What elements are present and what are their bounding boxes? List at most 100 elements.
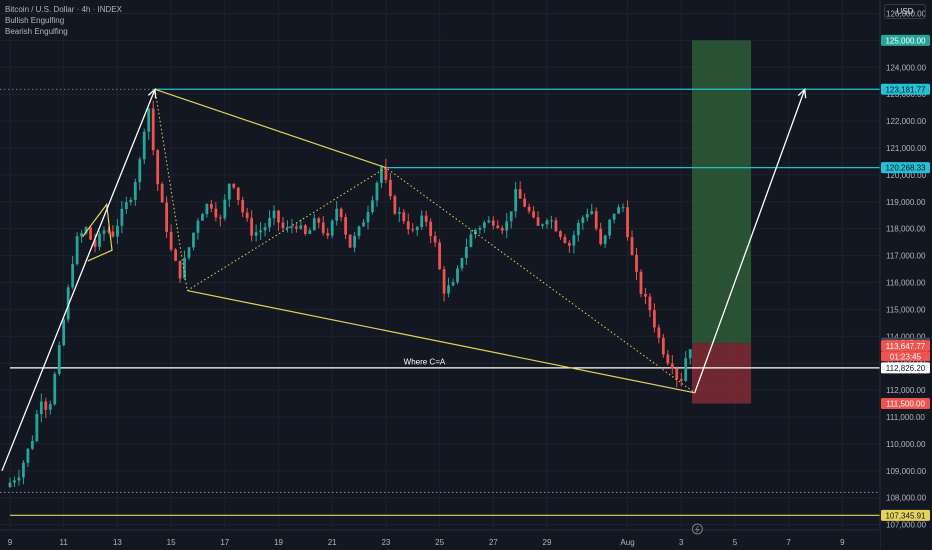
candle-body bbox=[165, 202, 169, 232]
time-axis[interactable] bbox=[0, 530, 880, 550]
x-tick-label: 5 bbox=[733, 538, 738, 547]
projection-arrow[interactable] bbox=[1, 89, 156, 472]
candle-body bbox=[442, 269, 446, 294]
candle-body bbox=[550, 220, 553, 222]
price-tag-last[interactable] bbox=[881, 340, 930, 352]
candle-body bbox=[89, 227, 92, 240]
y-tick-label: 107,000.00 bbox=[886, 521, 927, 530]
y-tick-label: 118,000.00 bbox=[886, 225, 926, 234]
indicator-bullish-engulfing[interactable]: Bullish Engulfing bbox=[5, 16, 65, 25]
candle-body bbox=[303, 225, 307, 234]
price-tag-text: 107,345.91 bbox=[885, 511, 926, 520]
candle-body bbox=[415, 226, 419, 230]
price-tag-text: 125,000.00 bbox=[885, 36, 926, 45]
loss-zone[interactable] bbox=[691, 343, 752, 404]
lightning-icon[interactable] bbox=[691, 523, 703, 535]
candle-body bbox=[209, 203, 213, 209]
candle-body bbox=[241, 200, 245, 213]
candle-body bbox=[380, 166, 383, 183]
symbol-title[interactable]: Bitcoin / U.S. Dollar · 4h · INDEX bbox=[5, 5, 122, 14]
pattern-line[interactable] bbox=[154, 88, 387, 169]
price-tag-text: 113,647.77 bbox=[886, 342, 926, 351]
y-tick-label: 112,000.00 bbox=[886, 386, 926, 395]
price-tag-stop[interactable] bbox=[881, 398, 930, 410]
candle-body bbox=[666, 354, 670, 364]
indicator-bearish-engulfing[interactable]: Bearish Engulfing bbox=[5, 27, 68, 36]
candle-body bbox=[138, 159, 142, 183]
candle-body bbox=[133, 182, 137, 200]
candle-body bbox=[644, 294, 647, 297]
candle-body bbox=[286, 226, 289, 229]
arrow-head bbox=[797, 87, 807, 99]
x-tick-label: 9 bbox=[840, 538, 845, 547]
y-tick-label: 108,000.00 bbox=[886, 494, 927, 503]
candle-body bbox=[675, 368, 679, 380]
candle-body bbox=[670, 363, 674, 369]
price-tag-c_level[interactable] bbox=[881, 362, 930, 374]
profit-zone[interactable] bbox=[691, 40, 752, 344]
candle-body bbox=[330, 220, 334, 236]
candle-body bbox=[482, 222, 486, 228]
price-tag-text: 120,268.33 bbox=[885, 164, 926, 173]
candle-body bbox=[223, 199, 227, 219]
pattern-line[interactable] bbox=[82, 202, 113, 262]
candle-body bbox=[348, 234, 352, 248]
candle-body bbox=[496, 225, 500, 228]
candle-body bbox=[236, 187, 240, 201]
price-tag-target[interactable] bbox=[881, 34, 930, 46]
price-tag-support[interactable] bbox=[881, 509, 930, 521]
candle-body bbox=[66, 287, 70, 320]
candle-body bbox=[281, 222, 285, 229]
x-tick-label: 15 bbox=[167, 538, 176, 547]
x-tick-label: 9 bbox=[8, 538, 13, 547]
candle-body bbox=[563, 236, 567, 243]
pattern-line[interactable] bbox=[187, 289, 695, 394]
candle-body bbox=[93, 239, 97, 247]
candle-body bbox=[268, 218, 271, 228]
y-tick-label: 124,000.00 bbox=[886, 63, 927, 72]
candle-body bbox=[335, 208, 339, 221]
candle-body bbox=[39, 401, 43, 415]
candle-body bbox=[53, 373, 57, 405]
candle-body bbox=[254, 232, 258, 236]
candle-body bbox=[214, 208, 218, 218]
candle-body bbox=[344, 217, 348, 235]
candle-body bbox=[617, 207, 620, 214]
projection-arrow[interactable] bbox=[694, 89, 806, 394]
price-tag-level[interactable] bbox=[881, 83, 930, 95]
candle-body bbox=[447, 285, 450, 294]
candle-body bbox=[124, 202, 128, 210]
candle-body bbox=[129, 199, 133, 203]
candle-body bbox=[599, 228, 603, 244]
candle-body bbox=[590, 211, 594, 214]
candle-body bbox=[608, 219, 612, 236]
candle-body bbox=[84, 227, 88, 234]
y-tick-label: 117,000.00 bbox=[886, 252, 926, 261]
candle-body bbox=[156, 150, 160, 185]
candle-body bbox=[17, 477, 21, 481]
candle-body bbox=[321, 222, 325, 233]
candle-body bbox=[388, 179, 392, 197]
candle-body bbox=[469, 234, 473, 247]
candle-body bbox=[308, 230, 312, 234]
candle-body bbox=[80, 233, 83, 237]
annotation-where-c-a: Where C=A bbox=[404, 358, 446, 367]
y-tick-label: 115,000.00 bbox=[886, 305, 926, 314]
candle-body bbox=[684, 358, 688, 381]
pattern-line[interactable] bbox=[186, 167, 695, 394]
x-tick-label: 21 bbox=[328, 538, 337, 547]
candle-body bbox=[366, 212, 370, 223]
x-tick-label: 25 bbox=[435, 538, 444, 547]
candle-body bbox=[576, 223, 580, 236]
candle-body bbox=[277, 210, 280, 223]
currency-button[interactable]: USD bbox=[884, 4, 926, 19]
candle-body bbox=[192, 232, 195, 248]
candle-body bbox=[62, 319, 66, 346]
candle-body bbox=[456, 268, 459, 283]
candle-body bbox=[406, 221, 410, 230]
candle-body bbox=[187, 247, 191, 258]
price-tag-level[interactable] bbox=[881, 162, 930, 174]
candle-body bbox=[630, 237, 634, 255]
